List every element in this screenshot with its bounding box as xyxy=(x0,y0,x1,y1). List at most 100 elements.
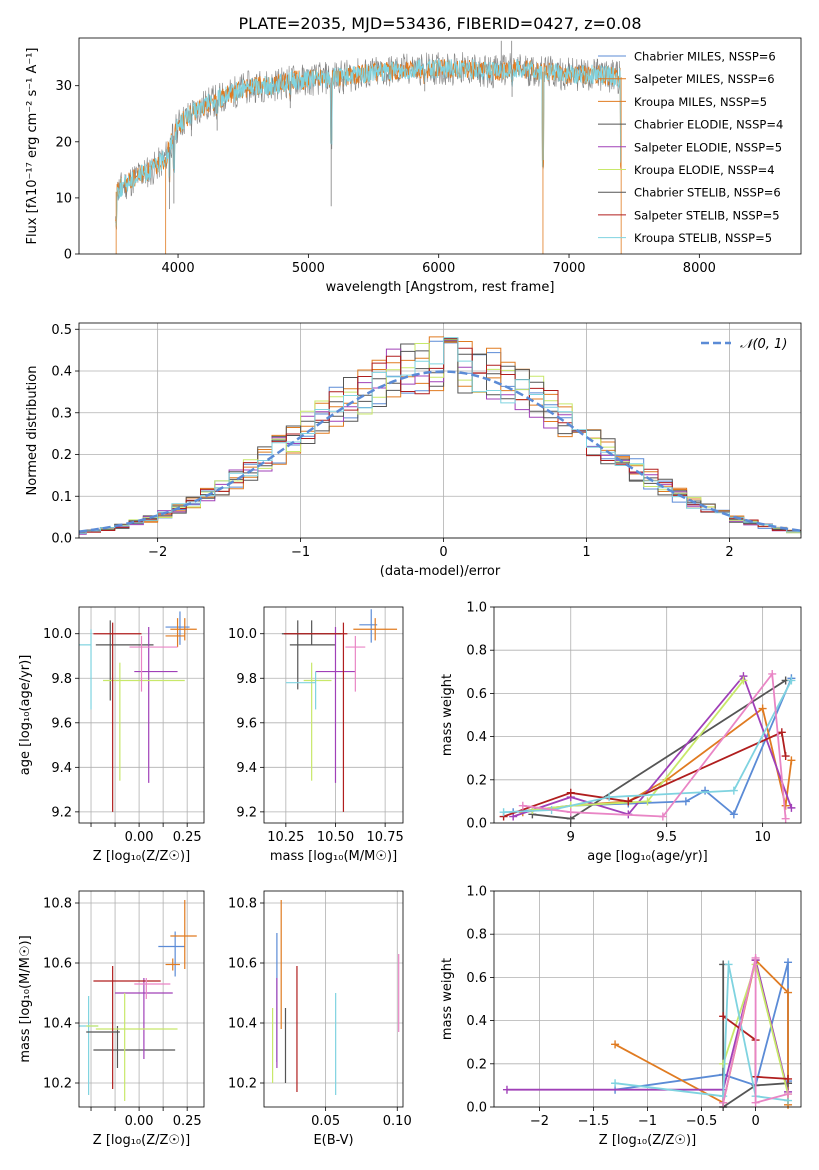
axes-frame xyxy=(263,606,404,824)
weight-marker xyxy=(624,797,633,806)
y-tick-label: 20 xyxy=(55,135,72,150)
weight-marker xyxy=(729,810,738,819)
y-tick-label: 0.5 xyxy=(51,323,72,338)
weight-marker xyxy=(566,788,575,797)
x-tick-label: 0.05 xyxy=(311,1114,340,1129)
weight-marker xyxy=(724,960,733,969)
weight-marker xyxy=(768,669,777,678)
axes-frame xyxy=(78,322,802,539)
y-tick-label: 0.4 xyxy=(51,365,72,380)
x-tick-label: 2 xyxy=(725,545,733,560)
axes-frame xyxy=(78,37,802,255)
y-tick-label: 9.2 xyxy=(51,805,72,820)
chart-title: PLATE=2035, MJD=53436, FIBERID=0427, z=0… xyxy=(238,14,641,33)
x-tick-label: 10.25 xyxy=(267,830,304,845)
y-axis-label: Normed distribution xyxy=(25,366,40,496)
weight-marker xyxy=(784,958,793,967)
legend-label: Salpeter MILES, NSSP=6 xyxy=(634,72,775,86)
y-tick-label: 10.4 xyxy=(43,1017,72,1032)
weight-marker xyxy=(643,797,652,806)
axes-frame xyxy=(493,606,802,824)
weight-marker xyxy=(787,803,796,812)
weight-line xyxy=(522,706,793,814)
y-axis-label: Flux [fλ10⁻¹⁷ erg cm⁻² s⁻¹ A⁻¹] xyxy=(25,48,40,245)
y-tick-label: 10.2 xyxy=(43,1077,72,1092)
x-axis-label: age [log₁₀(age/yr)] xyxy=(587,849,708,864)
y-tick-label: 10.4 xyxy=(228,1017,257,1032)
weight-line xyxy=(522,671,787,819)
axes-frame xyxy=(78,606,205,824)
weight-marker xyxy=(787,676,796,685)
x-tick-label: 9 xyxy=(567,830,575,845)
y-tick-label: 9.8 xyxy=(51,672,72,687)
axes-age_vs_mass xyxy=(260,607,403,827)
spectrum-line xyxy=(115,59,622,222)
x-tick-label: 0.25 xyxy=(173,830,202,845)
weight-marker xyxy=(658,812,667,821)
normal-curve xyxy=(79,370,801,533)
y-tick-label: 9.6 xyxy=(51,716,72,731)
axes-weight_vs_Z xyxy=(490,890,801,1111)
x-tick-label: −0.5 xyxy=(686,1114,718,1129)
x-axis-label: (data-model)/error xyxy=(380,564,501,579)
y-tick-label: 0.2 xyxy=(51,448,72,463)
legend-label: Kroupa ELODIE, NSSP=4 xyxy=(634,163,775,177)
y-tick-label: 9.4 xyxy=(236,761,257,776)
y-tick-label: 0.6 xyxy=(466,687,487,702)
y-tick-label: 0.0 xyxy=(51,532,72,547)
legend-label: Kroupa STELIB, NSSP=5 xyxy=(634,231,772,245)
x-tick-label: 8000 xyxy=(683,261,716,276)
x-tick-label: 10.50 xyxy=(317,830,354,845)
y-tick-label: 1.0 xyxy=(466,885,487,900)
x-tick-label: 10 xyxy=(754,830,771,845)
weight-marker xyxy=(784,1090,793,1099)
y-tick-label: 0.0 xyxy=(466,817,487,832)
y-tick-label: 9.6 xyxy=(236,716,257,731)
y-tick-label: 30 xyxy=(55,79,72,94)
y-tick-label: 10.0 xyxy=(228,627,257,642)
x-axis-label: wavelength [Angstrom, rest frame] xyxy=(326,280,555,295)
x-tick-label: −2 xyxy=(530,1114,549,1129)
axes-frame xyxy=(263,890,404,1108)
x-tick-label: 0 xyxy=(439,545,447,560)
x-axis-label: Z [log₁₀(Z/Z☉)] xyxy=(93,1133,190,1148)
weight-marker xyxy=(502,1085,511,1094)
x-tick-label: 0 xyxy=(751,1114,759,1129)
x-tick-label: −1.5 xyxy=(578,1114,610,1129)
y-tick-label: 10.0 xyxy=(43,627,72,642)
weight-marker xyxy=(701,786,710,795)
weight-marker xyxy=(681,797,690,806)
y-tick-label: 0.2 xyxy=(466,773,487,788)
weight-marker xyxy=(605,793,614,802)
weight-marker xyxy=(781,752,790,761)
weight-marker xyxy=(719,1059,728,1068)
y-axis-label: mass weight xyxy=(440,674,455,756)
legend-label: Chabrier MILES, NSSP=6 xyxy=(634,50,776,64)
x-tick-label: 0.25 xyxy=(173,1114,202,1129)
legend-label: Salpeter STELIB, NSSP=5 xyxy=(634,208,780,222)
legend-label: Chabrier STELIB, NSSP=6 xyxy=(634,186,781,200)
y-tick-label: 10.6 xyxy=(228,957,257,972)
x-tick-label: 0.10 xyxy=(383,1114,412,1129)
spectrum-line xyxy=(115,58,622,227)
y-tick-label: 9.2 xyxy=(236,805,257,820)
y-tick-label: 10.6 xyxy=(43,957,72,972)
x-tick-label: 6000 xyxy=(422,261,455,276)
x-tick-label: 9.5 xyxy=(656,830,677,845)
y-tick-label: 1.0 xyxy=(466,601,487,616)
axes-mass_vs_Z xyxy=(75,891,204,1111)
x-tick-label: −1 xyxy=(638,1114,657,1129)
weight-marker xyxy=(777,728,786,737)
y-tick-label: 10 xyxy=(55,191,72,206)
y-tick-label: 0.4 xyxy=(466,730,487,745)
x-tick-label: −1 xyxy=(291,545,310,560)
weight-marker xyxy=(751,1098,760,1107)
x-axis-label: mass [log₁₀(M/M☉)] xyxy=(270,849,397,864)
weight-marker xyxy=(758,704,767,713)
y-axis-label: mass [log₁₀(M/M☉)] xyxy=(18,935,33,1062)
weight-marker xyxy=(784,1074,793,1083)
y-tick-label: 0 xyxy=(64,248,72,263)
x-tick-label: 4000 xyxy=(162,261,195,276)
x-tick-label: 10.75 xyxy=(367,830,404,845)
